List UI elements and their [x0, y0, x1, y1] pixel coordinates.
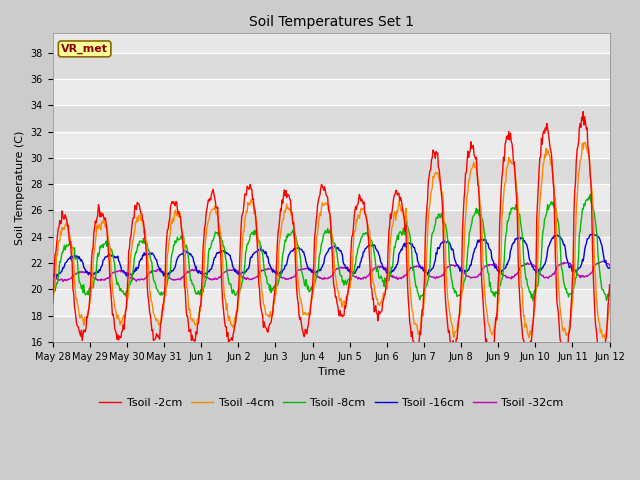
Tsoil -16cm	[589, 231, 597, 237]
Line: Tsoil -16cm: Tsoil -16cm	[52, 234, 609, 277]
Tsoil -2cm	[560, 361, 568, 367]
Tsoil -32cm	[59, 278, 67, 284]
Tsoil -4cm	[605, 301, 613, 307]
Tsoil -4cm	[173, 213, 180, 219]
Bar	[52, 184, 609, 210]
Bar	[52, 237, 609, 263]
Tsoil -32cm	[203, 274, 211, 280]
Tsoil -4cm	[580, 140, 588, 145]
Bar	[52, 53, 609, 79]
Tsoil -32cm	[416, 263, 424, 269]
Tsoil -8cm	[49, 289, 56, 295]
Tsoil -32cm	[173, 276, 181, 282]
Tsoil -4cm	[415, 328, 423, 334]
Tsoil -4cm	[399, 206, 406, 212]
Tsoil -8cm	[173, 238, 180, 244]
Tsoil -32cm	[60, 277, 67, 283]
Tsoil -2cm	[605, 282, 613, 288]
Tsoil -8cm	[586, 192, 594, 197]
Bar	[52, 158, 609, 184]
Tsoil -16cm	[53, 275, 61, 280]
Tsoil -2cm	[399, 208, 406, 214]
Bar	[52, 263, 609, 289]
Tsoil -8cm	[399, 229, 406, 235]
Tsoil -2cm	[173, 199, 180, 205]
Title: Soil Temperatures Set 1: Soil Temperatures Set 1	[249, 15, 413, 29]
Bar	[52, 289, 609, 316]
Y-axis label: Soil Temperature (C): Soil Temperature (C)	[15, 130, 25, 245]
Bar	[52, 79, 609, 105]
Bar	[52, 210, 609, 237]
Bar	[52, 132, 609, 158]
Tsoil -32cm	[400, 275, 408, 280]
Tsoil -16cm	[49, 274, 56, 280]
Tsoil -8cm	[116, 288, 124, 293]
Tsoil -8cm	[529, 298, 537, 303]
Tsoil -16cm	[400, 242, 408, 248]
Line: Tsoil -8cm: Tsoil -8cm	[52, 194, 609, 300]
Tsoil -32cm	[605, 263, 613, 268]
Tsoil -16cm	[173, 256, 181, 262]
X-axis label: Time: Time	[317, 367, 345, 377]
Tsoil -2cm	[579, 109, 587, 115]
Tsoil -8cm	[415, 293, 423, 299]
Tsoil -2cm	[49, 300, 56, 305]
Line: Tsoil -4cm: Tsoil -4cm	[52, 143, 609, 339]
Tsoil -2cm	[59, 213, 67, 218]
Tsoil -16cm	[117, 264, 125, 270]
Tsoil -2cm	[116, 334, 124, 340]
Tsoil -16cm	[416, 263, 424, 268]
Tsoil -8cm	[59, 250, 67, 255]
Legend: Tsoil -2cm, Tsoil -4cm, Tsoil -8cm, Tsoil -16cm, Tsoil -32cm: Tsoil -2cm, Tsoil -4cm, Tsoil -8cm, Tsoi…	[95, 394, 568, 413]
Line: Tsoil -2cm: Tsoil -2cm	[52, 112, 609, 364]
Tsoil -4cm	[202, 233, 210, 239]
Tsoil -32cm	[117, 269, 125, 275]
Tsoil -16cm	[203, 272, 211, 277]
Tsoil -4cm	[59, 227, 67, 233]
Bar	[52, 316, 609, 342]
Tsoil -16cm	[60, 265, 67, 271]
Tsoil -8cm	[605, 288, 613, 294]
Text: VR_met: VR_met	[61, 44, 108, 54]
Tsoil -32cm	[600, 258, 607, 264]
Line: Tsoil -32cm: Tsoil -32cm	[52, 261, 609, 281]
Tsoil -32cm	[49, 271, 56, 276]
Tsoil -16cm	[605, 265, 613, 271]
Tsoil -8cm	[202, 277, 210, 283]
Tsoil -4cm	[49, 300, 56, 306]
Tsoil -2cm	[415, 339, 423, 345]
Tsoil -4cm	[601, 336, 609, 342]
Tsoil -4cm	[116, 322, 124, 327]
Bar	[52, 105, 609, 132]
Tsoil -2cm	[202, 210, 210, 216]
